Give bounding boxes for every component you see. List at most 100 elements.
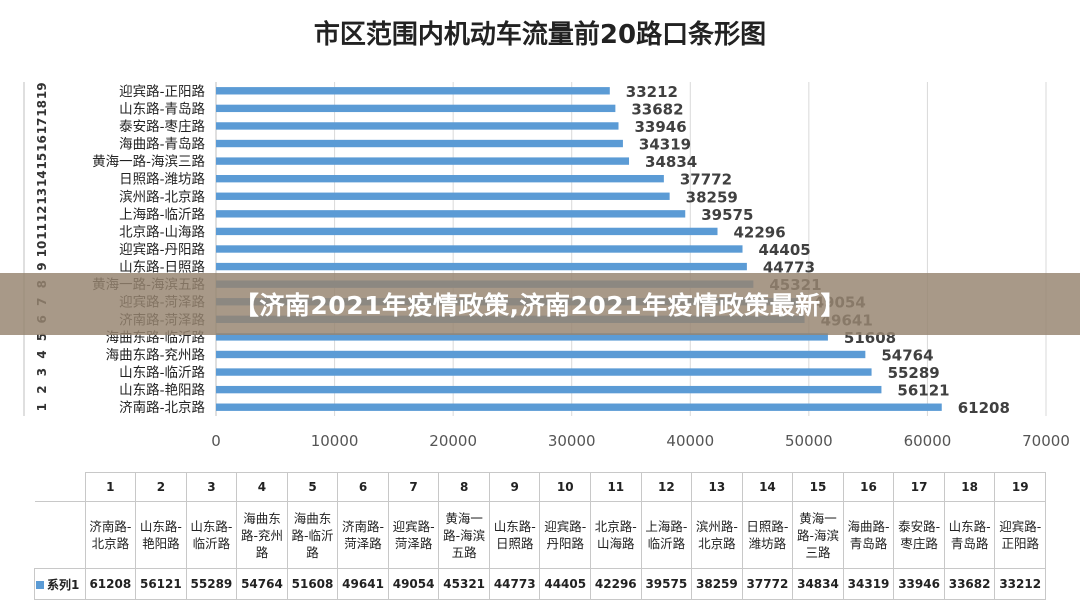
rank-label: 11	[35, 223, 49, 240]
table-rank-cell: 2	[135, 472, 187, 502]
table-name-cell: 海曲路-青岛路	[842, 501, 895, 569]
data-label: 33946	[635, 118, 687, 136]
legend-cell: 系列1	[34, 568, 86, 600]
rank-label: 10	[35, 241, 49, 258]
table-rank-cell: 12	[640, 472, 693, 502]
data-label: 33212	[626, 83, 678, 101]
bar-chart: 6120856121552895476451608496414905445321…	[23, 82, 1070, 450]
rank-label: 15	[35, 153, 49, 170]
category-label: 泰安路-枣庄路	[119, 118, 205, 135]
table-rank-cell: 11	[590, 472, 642, 502]
table-value-cell: 51608	[286, 568, 339, 600]
table-value-cell: 44773	[488, 568, 541, 600]
bar	[216, 122, 619, 130]
data-label: 44773	[763, 259, 815, 277]
bar	[216, 262, 747, 271]
bar	[216, 350, 866, 359]
table-rank-cell: 8	[438, 472, 490, 502]
table-name-cell: 北京路-山海路	[590, 501, 642, 569]
category-label: 山东路-临沂路	[119, 365, 205, 381]
table-value-cell: 42296	[590, 568, 642, 600]
table-name-cell: 迎宾路-丹阳路	[539, 501, 592, 569]
x-tick-label: 10000	[311, 432, 359, 450]
data-label: 56121	[897, 382, 949, 400]
rank-label: 9	[35, 262, 49, 270]
category-label: 黄海一路-海滨三路	[92, 154, 205, 170]
category-label: 滨州路-北京路	[119, 189, 205, 205]
table-value-cell: 45321	[438, 568, 490, 600]
rank-label: 14	[35, 170, 49, 187]
rank-label: 1	[35, 403, 49, 411]
bar	[216, 385, 882, 394]
bar	[216, 157, 630, 165]
table-rank-cell: 16	[842, 472, 895, 502]
data-label: 34319	[639, 136, 691, 154]
x-tick-label: 50000	[785, 432, 833, 450]
data-label: 37772	[680, 171, 732, 189]
table-corner	[34, 472, 86, 502]
table-name-cell: 迎宾路-菏泽路	[387, 501, 440, 569]
table-name-cell: 日照路-潍坊路	[741, 501, 794, 569]
category-label: 济南路-北京路	[119, 400, 205, 416]
category-label: 迎宾路-正阳路	[119, 84, 205, 100]
bar	[216, 403, 942, 411]
x-tick-label: 60000	[904, 432, 952, 450]
table-value-cell: 39575	[640, 568, 693, 600]
table-rank-cell: 10	[539, 472, 592, 502]
data-label: 38259	[686, 188, 738, 206]
banner-overlay: 【济南2021年疫情政策,济南2021年疫情政策最新】	[0, 273, 1080, 335]
table-value-cell: 49641	[337, 568, 389, 600]
data-label: 42296	[734, 223, 786, 241]
x-tick-label: 40000	[666, 432, 714, 450]
table-rank-cell: 17	[893, 472, 945, 502]
bar	[216, 245, 743, 253]
rank-label: 4	[35, 350, 49, 358]
table-value-cell: 61208	[84, 568, 137, 600]
table-rank-cell: 13	[691, 472, 743, 502]
table-value-cell: 33682	[943, 568, 996, 600]
rank-label: 3	[35, 368, 49, 376]
data-label: 54764	[881, 346, 933, 364]
table-name-cell: 黄海一路-海滨三路	[792, 501, 844, 569]
data-label: 61208	[958, 399, 1010, 417]
bar	[216, 210, 686, 218]
bar	[216, 87, 610, 95]
table-value-cell: 34319	[842, 568, 895, 600]
rank-label: 12	[35, 205, 49, 222]
table-name-cell: 泰安路-枣庄路	[893, 501, 945, 569]
table-name-cell: 山东路-青岛路	[943, 501, 996, 569]
data-table: 1 2 3 4 5 6 7 8 9 10 11 12 13 14 15 16 17 18 19 济南路-北京路 山东路…	[34, 472, 1046, 600]
rank-label: 13	[35, 188, 49, 205]
table-rank-cell: 1	[84, 472, 137, 502]
table-rank-cell: 19	[994, 472, 1046, 502]
bar	[216, 227, 718, 236]
table-rank-cell: 15	[792, 472, 844, 502]
rank-label: 17	[35, 118, 49, 135]
table-corner	[34, 501, 86, 569]
table-name-cell: 山东路-日照路	[488, 501, 541, 569]
category-label: 上海路-临沂路	[119, 207, 205, 223]
table-name-cell: 济南路-北京路	[84, 501, 137, 569]
table-value-cell: 55289	[185, 568, 238, 600]
table-name-cell: 迎宾路-正阳路	[994, 501, 1046, 569]
bar	[216, 333, 828, 341]
data-label: 33682	[631, 100, 683, 118]
category-label: 北京路-山海路	[119, 224, 205, 240]
table-value-cell: 33212	[994, 568, 1046, 600]
x-tick-label: 0	[211, 432, 221, 450]
table-value-cell: 56121	[135, 568, 187, 600]
table-rank-cell: 14	[741, 472, 794, 502]
category-label: 海曲路-青岛路	[119, 137, 205, 153]
category-label: 日照路-潍坊路	[119, 172, 205, 188]
bar	[216, 104, 616, 113]
category-label: 山东路-日照路	[119, 260, 205, 276]
chart-title: 市区范围内机动车流量前20路口条形图	[313, 20, 767, 50]
table-name-cell: 上海路-临沂路	[640, 501, 693, 569]
rank-label: 18	[35, 100, 49, 117]
legend-swatch	[36, 581, 44, 589]
table-value-cell: 37772	[741, 568, 794, 600]
rank-label: 5	[35, 333, 49, 341]
rank-label: 19	[35, 82, 49, 99]
table-value-cell: 49054	[387, 568, 440, 600]
x-tick-label: 30000	[548, 432, 596, 450]
